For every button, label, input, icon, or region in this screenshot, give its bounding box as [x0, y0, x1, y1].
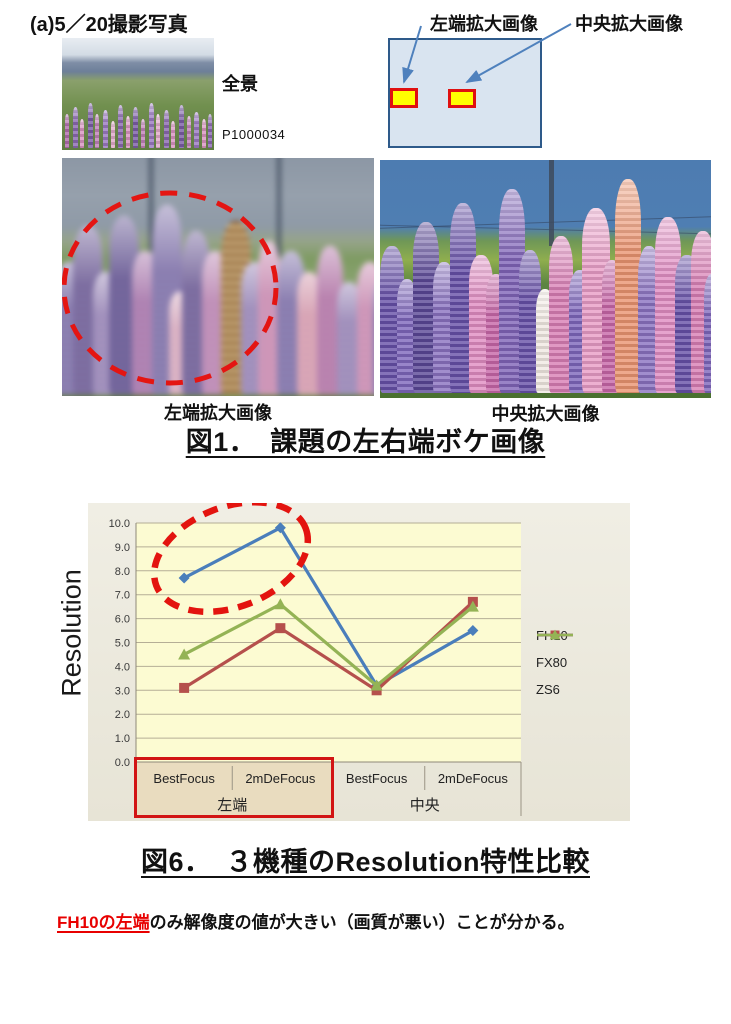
data-point-ZS6: [178, 648, 191, 660]
y-tick-label: 2.0: [115, 709, 130, 721]
data-point-FX80: [179, 682, 190, 693]
photo-id: P1000034: [222, 127, 286, 142]
flower-spike: [519, 250, 542, 394]
flower-spike: [207, 114, 212, 148]
y-axis-title: Resolution: [56, 569, 87, 697]
resolution-chart: 0.0 1.0 2.0 3.0 4.0 5.0 6.0 7.0 8.0 9.0 10.0 BestFo…: [109, 503, 522, 816]
y-tick-label: 1.0: [115, 733, 130, 745]
center-photo-caption: 中央拡大画像: [491, 404, 600, 424]
flower-spike: [110, 120, 115, 148]
flower-spike: [615, 179, 641, 394]
legend-label: FX80: [536, 654, 568, 670]
flower-spike: [638, 245, 661, 394]
flower-spike: [194, 111, 200, 148]
flower-spike: [179, 105, 185, 148]
y-tick-label: 5.0: [115, 638, 130, 650]
legend-item-fx80: FX80: [536, 630, 573, 670]
left-photo-caption: 左端拡大画像: [164, 403, 272, 423]
series-line-ZS6: [183, 602, 474, 688]
arrow-to-left-marker: [402, 25, 422, 84]
y-tick-label: 9.0: [115, 542, 130, 554]
y-tick-label: 4.0: [115, 661, 130, 673]
x-category-label: 2mDeFocus: [245, 771, 316, 786]
chart-legend: FH10FX80ZS6: [536, 628, 573, 697]
data-point-FH10: [467, 625, 479, 637]
y-tick-label: 3.0: [115, 685, 130, 697]
y-tick-label: 0.0: [115, 757, 130, 769]
diagram-arrows: [402, 23, 572, 84]
arrow-to-center-marker: [465, 23, 572, 83]
flower-spike: [141, 118, 146, 148]
flower-spike: [201, 118, 206, 148]
flower-spike: [118, 105, 124, 148]
blur-ellipse-annotation: [62, 190, 279, 386]
flower-spike: [156, 114, 161, 148]
data-point-ZS6: [466, 600, 479, 612]
data-point-ZS6: [370, 679, 383, 691]
flower-spike: [396, 279, 417, 394]
flower-spike: [65, 114, 70, 148]
blurred-photo-layer: [62, 158, 374, 396]
center-zoom-photo: [380, 160, 711, 398]
flower-spike: [432, 262, 455, 394]
diagram-label-left: 左端拡大画像: [430, 14, 538, 34]
x-category-label: 2mDeFocus: [438, 771, 509, 786]
note-highlight: FH10の左端: [57, 913, 150, 932]
utility-pole: [148, 158, 153, 252]
utility-pole: [277, 158, 282, 257]
data-point-FH10: [178, 572, 190, 584]
panorama-caption: 全景: [222, 74, 258, 94]
series-line-FH10: [183, 525, 474, 688]
left-edge-highlight-fill: [134, 757, 334, 818]
y-tick-label: 8.0: [115, 566, 130, 578]
note-rest: のみ解像度の値が大きい（画質が悪い）ことが分かる。: [149, 913, 575, 932]
x-category-label: BestFocus: [346, 771, 408, 786]
legend-marker-icon: [537, 629, 573, 640]
figure6-chart: 0.0 1.0 2.0 3.0 4.0 5.0 6.0 7.0 8.0 9.0 10.0 BestFo…: [88, 503, 630, 821]
center-crop-marker: [448, 89, 476, 108]
legend-item-zs6: ZS6: [536, 629, 573, 697]
flower-spike: [103, 109, 109, 148]
flower-spike: [704, 274, 711, 394]
flower-spike: [148, 102, 154, 148]
y-tick-label: 10.0: [109, 518, 130, 530]
x-group-label: 中央: [410, 797, 440, 814]
y-tick-label: 7.0: [115, 590, 130, 602]
flower-spike: [87, 102, 93, 148]
left-crop-marker: [390, 88, 418, 108]
flower-spike: [356, 261, 374, 395]
flower-spike: [373, 277, 374, 395]
flower-spike: [133, 107, 139, 148]
section-label: (a)5／20撮影写真: [30, 14, 188, 36]
flower-spike: [95, 114, 100, 148]
left-zoom-photo: [62, 158, 374, 396]
flower-spike: [80, 118, 85, 148]
flower-spike: [186, 116, 191, 148]
utility-pole: [548, 160, 554, 246]
flower-spike: [163, 109, 169, 148]
data-point-FH10: [274, 522, 286, 534]
flower-spike: [171, 120, 176, 148]
panorama-photo: [62, 38, 214, 150]
figure1-title: 図1． 課題の左右端ボケ画像: [185, 427, 546, 457]
legend-label: ZS6: [536, 681, 560, 697]
figure6-title: 図6． ３機種のResolution特性比較: [140, 847, 590, 877]
diagram-label-center: 中央拡大画像: [575, 14, 683, 34]
highlight-ellipse-annotation: [150, 503, 312, 616]
y-tick-label: 6.0: [115, 614, 130, 626]
frame-diagram: [388, 38, 542, 148]
left-edge-highlight-box: [134, 757, 334, 818]
data-point-FX80: [275, 623, 286, 634]
x-group-label: 左端: [217, 797, 247, 814]
x-category-label: BestFocus: [153, 771, 215, 786]
conclusion-note: FH10の左端のみ解像度の値が大きい（画質が悪い）ことが分かる。: [57, 908, 575, 933]
data-point-ZS6: [274, 598, 287, 610]
flower-spike: [125, 116, 130, 148]
flower-spike: [72, 107, 78, 148]
